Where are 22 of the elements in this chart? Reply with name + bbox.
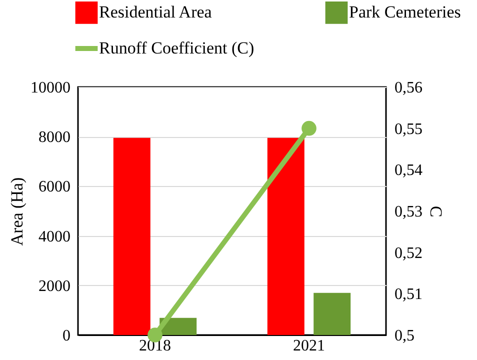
y-tick-label: 6000 [38,178,70,196]
legend-label: Park Cemeteries [349,2,461,22]
x-tick-label: 2021 [293,338,325,354]
y-tick-label: 4000 [38,228,70,246]
y2-tick-label: 0,55 [394,120,422,138]
y-tick-label: 0 [62,328,70,344]
y-axis-title: Area (Ha) [8,177,26,246]
y2-tick-label: 0,54 [394,162,422,180]
y2-tick-label: 0,51 [394,286,422,304]
y2-tick-label: 0,56 [394,80,422,96]
y-tick-label: 8000 [38,129,70,146]
legend-label: Runoff Coefficient (C) [99,38,254,58]
legend-label: Residential Area [99,2,212,22]
y-tick-label: 10000 [30,80,70,96]
bar [314,292,351,335]
y-tick-label: 2000 [38,278,70,295]
bar [113,138,150,335]
y2-axis-title: C [426,206,446,218]
bar [267,138,304,335]
y2-tick-label: 0,5 [394,328,414,344]
y2-tick-label: 0,52 [394,244,422,262]
y2-tick-label: 0,53 [394,204,422,220]
